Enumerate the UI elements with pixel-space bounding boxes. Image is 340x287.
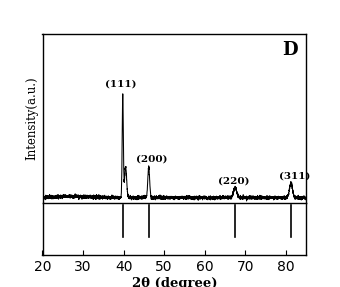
Text: (200): (200) (136, 154, 168, 163)
X-axis label: 2θ (degree): 2θ (degree) (132, 277, 217, 287)
Text: (111): (111) (105, 79, 136, 88)
Y-axis label: Intensity(a.u.): Intensity(a.u.) (26, 77, 38, 160)
Text: D: D (283, 41, 298, 59)
Text: (311): (311) (279, 171, 310, 180)
Text: (220): (220) (219, 176, 250, 185)
